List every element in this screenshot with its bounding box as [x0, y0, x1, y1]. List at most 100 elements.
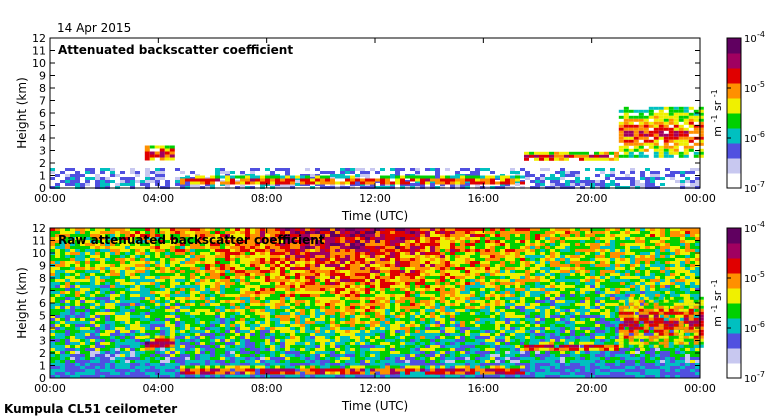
colorbar-step — [727, 75, 741, 79]
colorbar-step — [727, 283, 741, 286]
y-tick-label: 4 — [39, 322, 46, 335]
colorbar-step — [727, 108, 741, 111]
y-tick-label: 7 — [39, 95, 46, 108]
x-tick-label: 04:00 — [142, 192, 174, 205]
x-tick-label: 00:00 — [34, 382, 66, 395]
colorbar-step — [727, 160, 741, 164]
colorbar-step — [727, 85, 741, 89]
colorbar-step — [727, 248, 741, 251]
colorbar-tick-exponent: -5 — [757, 80, 765, 89]
colorbar-step — [727, 173, 741, 176]
colorbar-step — [727, 163, 741, 166]
colorbar-step — [727, 113, 741, 116]
colorbar-step — [727, 243, 741, 246]
colorbar-step — [727, 370, 741, 374]
colorbar-step — [727, 300, 741, 304]
colorbar-step — [727, 373, 741, 376]
colorbar-step — [727, 98, 741, 101]
colorbar-step — [727, 168, 741, 171]
y-tick-label: 9 — [39, 70, 46, 83]
feature-evening-cloud-base — [524, 151, 619, 161]
colorbar-step — [727, 310, 741, 314]
y-tick-label: 12 — [32, 32, 46, 45]
colorbar-step — [727, 120, 741, 124]
colorbar-tick-label: 10 — [744, 184, 757, 195]
colorbar-unit: m -1 sr -1 — [710, 89, 725, 136]
colorbar-step — [727, 50, 741, 54]
colorbar-step — [727, 328, 741, 331]
colorbar-step — [727, 178, 741, 181]
colorbar-step — [727, 58, 741, 61]
y-tick-label: 10 — [32, 247, 46, 260]
colorbar-tick-label: 10 — [744, 224, 757, 235]
colorbar-step — [727, 138, 741, 141]
colorbar-step — [727, 278, 741, 281]
colorbar-step — [727, 128, 741, 131]
colorbar-unit-label: m -1 sr -1 — [710, 89, 725, 136]
y-tick-label: 6 — [39, 107, 46, 120]
y-tick-label: 10 — [32, 57, 46, 70]
colorbar-step — [727, 143, 741, 146]
colorbar-step — [727, 245, 741, 249]
colorbar-step — [727, 148, 741, 151]
colorbar-step — [727, 83, 741, 86]
colorbar-step — [727, 118, 741, 121]
colorbar-step — [727, 350, 741, 354]
colorbar-step — [727, 263, 741, 266]
colorbar-step — [727, 305, 741, 309]
y-tick-label: 6 — [39, 297, 46, 310]
colorbar-step — [727, 323, 741, 326]
colorbar-step — [727, 55, 741, 59]
colorbar-step — [727, 358, 741, 361]
colorbar-step — [727, 258, 741, 261]
feature-night-cloud — [618, 296, 704, 348]
x-tick-label: 16:00 — [467, 382, 499, 395]
x-tick-label: 20:00 — [576, 192, 608, 205]
colorbar-step — [727, 60, 741, 64]
colorbar-step — [727, 253, 741, 256]
colorbar-step — [727, 365, 741, 369]
y-tick-label: 7 — [39, 285, 46, 298]
colorbar-step — [727, 80, 741, 84]
colorbar-tick-exponent: -7 — [757, 180, 765, 189]
colorbar-step — [727, 63, 741, 66]
y-tick-label: 3 — [39, 335, 46, 348]
colorbar-step — [727, 170, 741, 174]
colorbar-step — [727, 340, 741, 344]
colorbar-step — [727, 240, 741, 244]
y-tick-label: 2 — [39, 347, 46, 360]
colorbar-step — [727, 268, 741, 271]
colorbar-step — [727, 288, 741, 291]
y-tick-label: 11 — [32, 45, 46, 58]
colorbar-step — [727, 238, 741, 241]
x-axis: 00:00 04:00 08:00 12:00 16:00 20:00 00:00 — [34, 228, 716, 395]
colorbar-step — [727, 355, 741, 359]
colorbar-step — [727, 295, 741, 299]
colorbar-unit-label: m -1 sr -1 — [710, 279, 725, 326]
x-tick-label: 20:00 — [576, 382, 608, 395]
x-tick-label: 12:00 — [359, 382, 391, 395]
colorbar-tick-label: 10 — [744, 324, 757, 335]
colorbar-step — [727, 375, 741, 379]
colorbar-step — [727, 233, 741, 236]
feature-evening-cloud-base — [524, 341, 619, 351]
colorbar-tick-label: 10 — [744, 274, 757, 285]
colorbar-step — [727, 290, 741, 294]
colorbar-step — [727, 145, 741, 149]
colorbar-step — [727, 343, 741, 346]
colorbar-step — [727, 153, 741, 156]
colorbar-step — [727, 125, 741, 129]
colorbar-step — [727, 345, 741, 349]
x-axis: 00:00 04:00 08:00 12:00 16:00 20:00 00:00 — [34, 38, 716, 205]
y-tick-label: 12 — [32, 222, 46, 235]
colorbar-step — [727, 335, 741, 339]
colorbar-step — [727, 255, 741, 259]
colorbar-step — [727, 180, 741, 184]
colorbar-step — [727, 65, 741, 69]
y-tick-label: 5 — [39, 310, 46, 323]
colorbar-step — [727, 303, 741, 306]
colorbar-step — [727, 150, 741, 154]
